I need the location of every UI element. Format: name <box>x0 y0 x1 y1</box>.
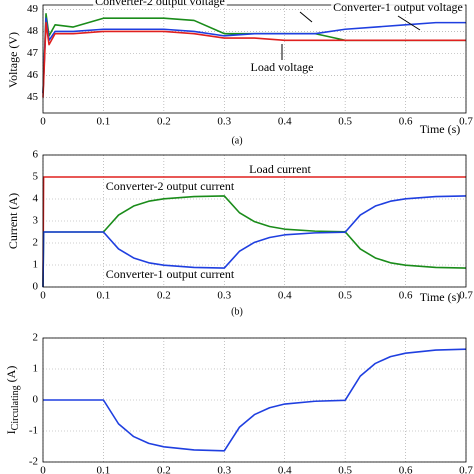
y-tick-label: 2 <box>33 237 39 249</box>
x-tick-label: 0.1 <box>97 465 111 474</box>
line-series <box>42 348 467 452</box>
x-tick-label: 0.6 <box>399 116 413 128</box>
x-tick-label: 0.3 <box>217 116 231 128</box>
x-tick-label: 0.6 <box>399 290 413 302</box>
caption: (b) <box>231 306 243 317</box>
y-tick-label: 0 <box>33 281 39 293</box>
x-tick-label: 0.6 <box>399 465 413 474</box>
y-label-unit: (A) <box>4 366 18 386</box>
annotation-bg <box>248 62 316 74</box>
y-tick-label: 46 <box>27 69 39 81</box>
y-tick-label: 47 <box>27 47 39 59</box>
x-tick-label: 0.4 <box>278 465 292 474</box>
x-tick-label: 0.1 <box>97 290 111 302</box>
y-label-main: I <box>4 430 18 434</box>
x-tick-label: 0.2 <box>157 290 171 302</box>
annotation-bg <box>247 164 313 176</box>
y-axis-label: Voltage (V) <box>6 32 20 88</box>
annotation: Converter-2 output current <box>106 179 235 193</box>
x-tick-label: 0 <box>40 290 46 302</box>
caption: (a) <box>231 135 242 146</box>
annotation-arrow <box>299 11 313 23</box>
x-tick-label: 0.1 <box>97 116 111 128</box>
x-axis-label: Time (s) <box>420 122 461 136</box>
x-tick-label: 0.5 <box>338 290 352 302</box>
line-series <box>42 195 467 288</box>
annotation: Load current <box>249 162 311 176</box>
y-tick-label: 3 <box>33 215 39 227</box>
line-series <box>42 21 466 98</box>
plot-frame <box>42 337 467 463</box>
y-tick-label: -1 <box>29 425 38 437</box>
x-tick-label: 0.7 <box>459 465 473 474</box>
annotation: Converter-2 output voltage <box>95 0 225 8</box>
y-tick-label: 6 <box>33 149 39 161</box>
x-tick-label: 0.3 <box>217 290 231 302</box>
y-tick-label: 0 <box>33 394 39 406</box>
line-series <box>42 176 466 288</box>
plot-frame <box>42 4 467 114</box>
y-tick-label: 4 <box>33 193 39 205</box>
annotation-arrow <box>397 15 421 31</box>
x-tick-label: 0.5 <box>338 116 352 128</box>
x-tick-label: 0.3 <box>217 465 231 474</box>
x-tick-label: 0.2 <box>157 116 171 128</box>
annotation-bg <box>331 2 465 14</box>
x-axis-label: Time (s) <box>420 290 461 304</box>
x-tick-label: 0.2 <box>157 465 171 474</box>
x-tick-label: 0.7 <box>459 116 473 128</box>
x-tick-label: 0 <box>40 116 46 128</box>
y-tick-label: 49 <box>27 3 39 15</box>
y-tick-label: -2 <box>29 456 38 468</box>
y-tick-label: 48 <box>27 25 39 37</box>
x-tick-label: 0.4 <box>278 116 292 128</box>
plot-frame <box>42 154 467 288</box>
x-tick-label: 0 <box>40 465 46 474</box>
line-series <box>42 17 466 94</box>
y-tick-label: 1 <box>33 259 39 271</box>
y-axis-label: ICirculating (A) <box>4 366 22 435</box>
y-axis-label: Current (A) <box>6 193 20 249</box>
y-tick-label: 5 <box>33 171 39 183</box>
annotation-bg <box>103 181 237 193</box>
line-series <box>42 195 467 288</box>
annotation: Converter-1 output voltage <box>333 0 463 14</box>
annotation: Load voltage <box>251 60 314 74</box>
annotation-bg <box>93 0 227 8</box>
annotation-bg <box>103 269 237 281</box>
x-tick-label: 0.7 <box>459 290 473 302</box>
y-label-sub: Circulating <box>10 385 21 430</box>
x-tick-label: 0.5 <box>338 465 352 474</box>
y-tick-label: 45 <box>27 91 39 103</box>
x-tick-label: 0.4 <box>278 290 292 302</box>
y-tick-label: 1 <box>33 363 39 375</box>
y-tick-label: 2 <box>33 332 39 344</box>
annotation: Converter-1 output current <box>106 267 235 281</box>
